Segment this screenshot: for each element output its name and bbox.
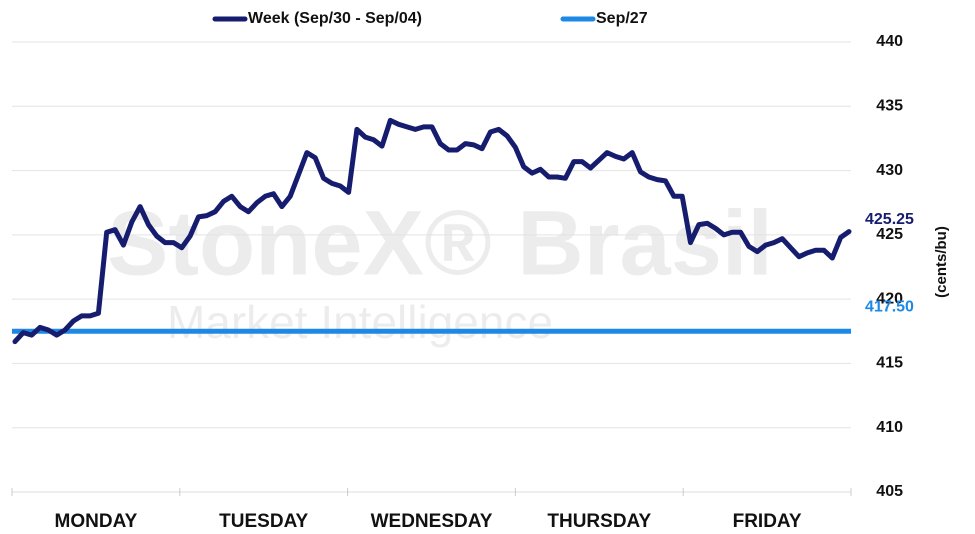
series-line [12,117,852,345]
y-tick-label: 440 [876,33,903,50]
x-tick-label: WEDNESDAY [371,511,493,532]
y-tick-label: 410 [876,419,903,436]
y-tick-label: 420 [876,290,903,307]
x-tick-label: TUESDAY [219,511,308,532]
y-tick-label: 425 [876,226,903,243]
y-axis-label: (cents/bu) [933,226,950,298]
x-tick-label: FRIDAY [733,511,802,532]
y-tick-label: 430 [876,162,903,179]
value-label: 417.50 [865,299,914,316]
y-tick-label: 415 [876,355,903,372]
y-tick-label: 435 [876,98,903,115]
y-tick-label: 405 [876,483,903,500]
legend-label: Sep/27 [596,10,648,27]
last-value-label: 425.25 [865,211,914,228]
watermark: Market Intelligence [167,296,553,348]
x-tick-label: MONDAY [55,511,138,532]
x-tick-label: THURSDAY [547,511,651,532]
legend-label: Week (Sep/30 - Sep/04) [248,10,422,27]
watermark: StoneX® Brasil [107,192,773,294]
